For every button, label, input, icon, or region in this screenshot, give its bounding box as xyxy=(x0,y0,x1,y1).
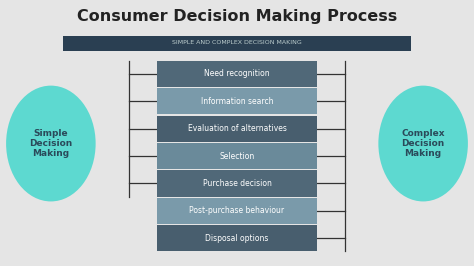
FancyBboxPatch shape xyxy=(157,143,317,169)
FancyBboxPatch shape xyxy=(63,36,411,51)
FancyBboxPatch shape xyxy=(157,88,317,114)
FancyBboxPatch shape xyxy=(157,61,317,87)
FancyBboxPatch shape xyxy=(157,225,317,251)
Text: Simple
Decision
Making: Simple Decision Making xyxy=(29,129,73,159)
FancyBboxPatch shape xyxy=(157,198,317,224)
Text: Need recognition: Need recognition xyxy=(204,69,270,78)
Ellipse shape xyxy=(6,86,96,201)
Text: Post-purchase behaviour: Post-purchase behaviour xyxy=(190,206,284,215)
Text: Purchase decision: Purchase decision xyxy=(202,179,272,188)
Text: Disposal options: Disposal options xyxy=(205,234,269,243)
Text: Complex
Decision
Making: Complex Decision Making xyxy=(401,129,445,159)
FancyBboxPatch shape xyxy=(157,115,317,142)
Text: Information search: Information search xyxy=(201,97,273,106)
Text: Selection: Selection xyxy=(219,152,255,161)
FancyBboxPatch shape xyxy=(157,171,317,197)
Text: SIMPLE AND COMPLEX DECISION MAKING: SIMPLE AND COMPLEX DECISION MAKING xyxy=(172,40,302,45)
Ellipse shape xyxy=(378,86,468,201)
Text: Evaluation of alternatives: Evaluation of alternatives xyxy=(188,124,286,133)
Text: Consumer Decision Making Process: Consumer Decision Making Process xyxy=(77,9,397,24)
